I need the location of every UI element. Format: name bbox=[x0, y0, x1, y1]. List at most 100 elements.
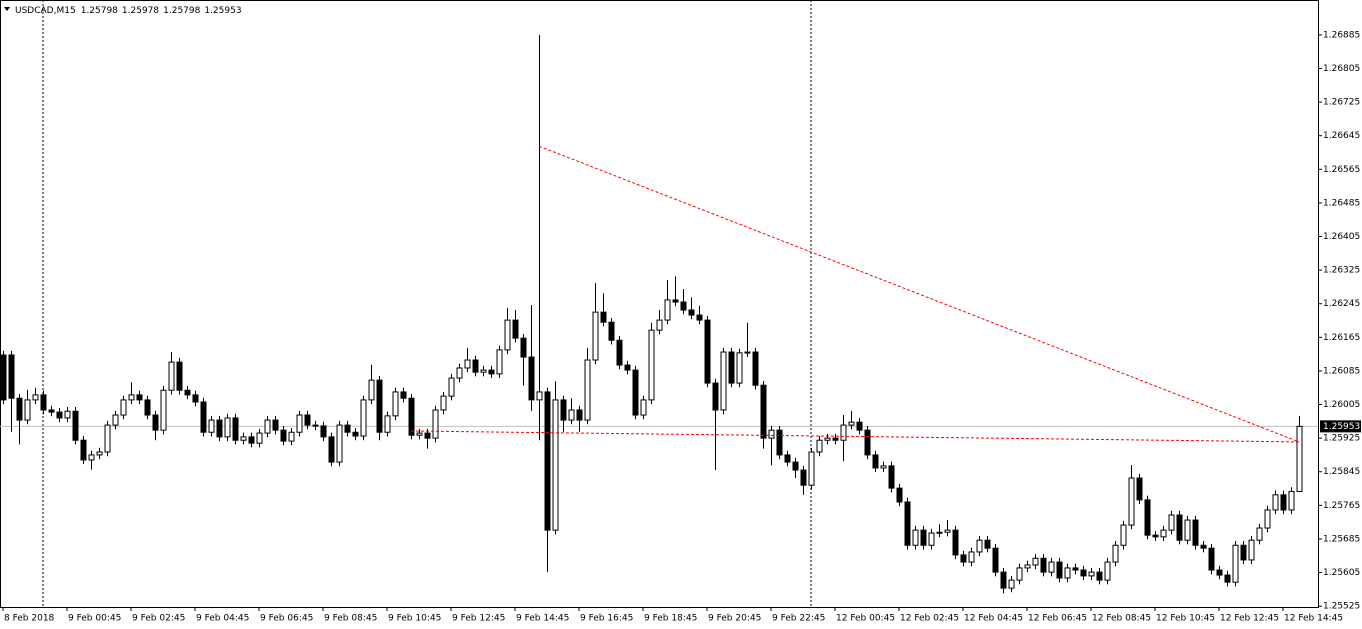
candle-body bbox=[712, 382, 719, 411]
candle-body bbox=[144, 399, 151, 416]
candle-body bbox=[472, 359, 479, 373]
candle-body bbox=[696, 314, 703, 321]
candle-body bbox=[184, 389, 191, 396]
y-tick-label: 1.26085 bbox=[1323, 366, 1360, 376]
candle-body bbox=[88, 454, 95, 461]
open-value: 1.25798 bbox=[81, 6, 118, 16]
candle-body bbox=[512, 319, 519, 339]
candle-body bbox=[640, 399, 647, 416]
candle-body bbox=[736, 352, 743, 384]
y-tick-label: 1.25925 bbox=[1323, 434, 1360, 444]
candle-body bbox=[584, 359, 591, 421]
candle-body bbox=[360, 399, 367, 437]
candle-body bbox=[744, 351, 751, 354]
x-tick-label: 9 Feb 02:45 bbox=[132, 614, 185, 624]
candle-body bbox=[536, 391, 543, 401]
candle-body bbox=[368, 379, 375, 401]
candle-body bbox=[1208, 547, 1215, 571]
candle-body bbox=[632, 369, 639, 416]
candle-body bbox=[624, 364, 631, 371]
candle-body bbox=[248, 436, 255, 444]
candle-body bbox=[160, 389, 167, 431]
y-tick-label: 1.26645 bbox=[1323, 131, 1360, 141]
candle-body bbox=[376, 379, 383, 433]
candle-body bbox=[848, 421, 855, 426]
chart-header: USDCAD,M15 1.25798 1.25978 1.25798 1.25953 bbox=[15, 6, 242, 16]
candle-body bbox=[768, 429, 775, 439]
x-tick-label: 9 Feb 18:45 bbox=[644, 614, 697, 624]
candle-body bbox=[464, 359, 471, 369]
candle-body bbox=[256, 432, 263, 444]
candle-body bbox=[864, 429, 871, 456]
candle-body bbox=[648, 329, 655, 401]
y-tick-label: 1.25765 bbox=[1323, 501, 1360, 511]
candle-body bbox=[432, 409, 439, 439]
candle-body bbox=[1072, 567, 1079, 571]
candle-body bbox=[56, 411, 63, 419]
candle-body bbox=[120, 399, 127, 416]
y-tick-label: 1.26005 bbox=[1323, 400, 1360, 410]
candle-body bbox=[304, 414, 311, 426]
candle-body bbox=[104, 424, 111, 453]
candle-body bbox=[312, 424, 319, 427]
candle-body bbox=[328, 436, 335, 463]
candle-body bbox=[1080, 569, 1087, 577]
candle-body bbox=[720, 351, 727, 411]
candle-body bbox=[1152, 534, 1159, 538]
candle-body bbox=[912, 529, 919, 546]
candle-body bbox=[592, 311, 599, 361]
candle-body bbox=[1224, 574, 1231, 583]
y-tick-label: 1.26885 bbox=[1323, 30, 1360, 40]
candle-body bbox=[1000, 571, 1007, 589]
candle-body bbox=[288, 431, 295, 442]
candle-body bbox=[264, 419, 271, 434]
candle-body bbox=[352, 431, 359, 437]
candle-body bbox=[896, 487, 903, 503]
trend-line bbox=[410, 430, 1300, 443]
y-tick-label: 1.26245 bbox=[1323, 299, 1360, 309]
candle-body bbox=[1272, 494, 1279, 511]
candle-body bbox=[544, 391, 551, 531]
x-tick-label: 9 Feb 08:45 bbox=[324, 614, 377, 624]
candle-body bbox=[280, 429, 287, 442]
candle-body bbox=[504, 319, 511, 351]
y-tick-label: 1.26565 bbox=[1323, 165, 1360, 175]
candle-body bbox=[1096, 571, 1103, 581]
y-tick-label: 1.26485 bbox=[1323, 198, 1360, 208]
candle-body bbox=[992, 547, 999, 573]
candle-body bbox=[1256, 527, 1263, 541]
candle-body bbox=[576, 409, 583, 421]
x-tick-label: 9 Feb 22:45 bbox=[772, 614, 825, 624]
candle-body bbox=[528, 356, 535, 401]
candle-body bbox=[824, 437, 831, 441]
candle-body bbox=[776, 429, 783, 456]
candle-body bbox=[800, 469, 807, 486]
candle-body bbox=[384, 415, 391, 433]
candle-body bbox=[760, 384, 767, 439]
candle-body bbox=[1240, 544, 1247, 561]
candle-body bbox=[200, 401, 207, 433]
x-tick-label: 12 Feb 08:45 bbox=[1092, 614, 1151, 624]
candle-body bbox=[232, 417, 239, 441]
candle-body bbox=[1120, 524, 1127, 546]
candle-body bbox=[752, 351, 759, 386]
candle-body bbox=[488, 369, 495, 375]
candle-body bbox=[224, 417, 231, 438]
price-box-label: 1.25953 bbox=[1323, 422, 1360, 432]
candle-body bbox=[520, 337, 527, 358]
candle-body bbox=[784, 454, 791, 463]
candle-body bbox=[400, 391, 407, 399]
candle-body bbox=[24, 399, 31, 421]
candle-body bbox=[408, 397, 415, 436]
candle-body bbox=[0, 354, 7, 401]
candle-body bbox=[456, 367, 463, 379]
candle-body bbox=[936, 531, 943, 534]
candle-body bbox=[816, 439, 823, 453]
candle-body bbox=[832, 437, 839, 441]
candle-body bbox=[496, 349, 503, 375]
candle-body bbox=[1040, 557, 1047, 573]
candle-body bbox=[440, 395, 447, 411]
menu-arrow[interactable] bbox=[4, 7, 10, 11]
